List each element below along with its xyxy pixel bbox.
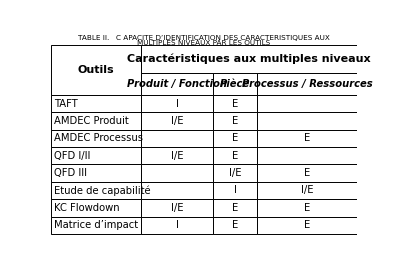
- Text: E: E: [304, 220, 310, 230]
- Bar: [141, 73, 213, 95]
- Text: QFD III: QFD III: [54, 168, 87, 178]
- Bar: [257, 199, 357, 216]
- Text: Pièce: Pièce: [220, 79, 250, 89]
- Text: E: E: [232, 220, 238, 230]
- Bar: [51, 147, 141, 164]
- Bar: [213, 73, 257, 95]
- Bar: [51, 182, 141, 199]
- Text: AMDEC Produit: AMDEC Produit: [54, 116, 128, 126]
- Bar: [257, 182, 357, 199]
- Text: E: E: [232, 203, 238, 213]
- Bar: [257, 112, 357, 130]
- Bar: [51, 164, 141, 182]
- Bar: [213, 112, 257, 130]
- Text: I/E: I/E: [171, 116, 183, 126]
- Text: KC Flowdown: KC Flowdown: [54, 203, 119, 213]
- Text: I/E: I/E: [229, 168, 241, 178]
- Bar: [213, 216, 257, 234]
- Bar: [141, 216, 213, 234]
- Bar: [213, 199, 257, 216]
- Bar: [51, 199, 141, 216]
- Bar: [141, 164, 213, 182]
- Bar: [257, 95, 357, 112]
- Text: I: I: [176, 98, 179, 109]
- Text: Etude de capabilité: Etude de capabilité: [54, 185, 150, 196]
- Bar: [213, 147, 257, 164]
- Bar: [141, 95, 213, 112]
- Bar: [51, 216, 141, 234]
- Bar: [141, 45, 357, 73]
- Text: QFD I/II: QFD I/II: [54, 151, 90, 161]
- Bar: [51, 95, 141, 112]
- Text: E: E: [232, 133, 238, 143]
- Bar: [141, 112, 213, 130]
- Text: AMDEC Processus: AMDEC Processus: [54, 133, 143, 143]
- Text: Processus / Ressources: Processus / Ressources: [242, 79, 372, 89]
- Bar: [257, 130, 357, 147]
- Bar: [257, 216, 357, 234]
- Text: TAFT: TAFT: [54, 98, 77, 109]
- Bar: [213, 95, 257, 112]
- Text: E: E: [304, 133, 310, 143]
- Text: E: E: [304, 168, 310, 178]
- Text: I: I: [176, 220, 179, 230]
- Bar: [213, 182, 257, 199]
- Text: Outils: Outils: [78, 65, 115, 75]
- Bar: [213, 130, 257, 147]
- Text: I/E: I/E: [171, 151, 183, 161]
- Text: MULTIPLES NIVEAUX PAR LES OUTILS: MULTIPLES NIVEAUX PAR LES OUTILS: [137, 40, 270, 46]
- Bar: [257, 147, 357, 164]
- Bar: [51, 45, 141, 95]
- Bar: [141, 130, 213, 147]
- Text: E: E: [232, 98, 238, 109]
- Text: I/E: I/E: [301, 186, 313, 196]
- Bar: [257, 164, 357, 182]
- Text: Produit / Fonction: Produit / Fonction: [127, 79, 227, 89]
- Bar: [213, 164, 257, 182]
- Bar: [257, 73, 357, 95]
- Text: Matrice d’impact: Matrice d’impact: [54, 220, 138, 230]
- Bar: [141, 147, 213, 164]
- Text: I: I: [234, 186, 237, 196]
- Bar: [141, 199, 213, 216]
- Text: I/E: I/E: [171, 203, 183, 213]
- Text: E: E: [232, 116, 238, 126]
- Bar: [51, 130, 141, 147]
- Bar: [51, 112, 141, 130]
- Bar: [141, 182, 213, 199]
- Text: E: E: [304, 203, 310, 213]
- Text: E: E: [232, 151, 238, 161]
- Text: Caractéristiques aux multiples niveaux: Caractéristiques aux multiples niveaux: [127, 54, 371, 64]
- Text: TABLE II.   C APACITE D’IDENTIFICATION DES CARACTERISTIQUES AUX: TABLE II. C APACITE D’IDENTIFICATION DES…: [77, 35, 330, 41]
